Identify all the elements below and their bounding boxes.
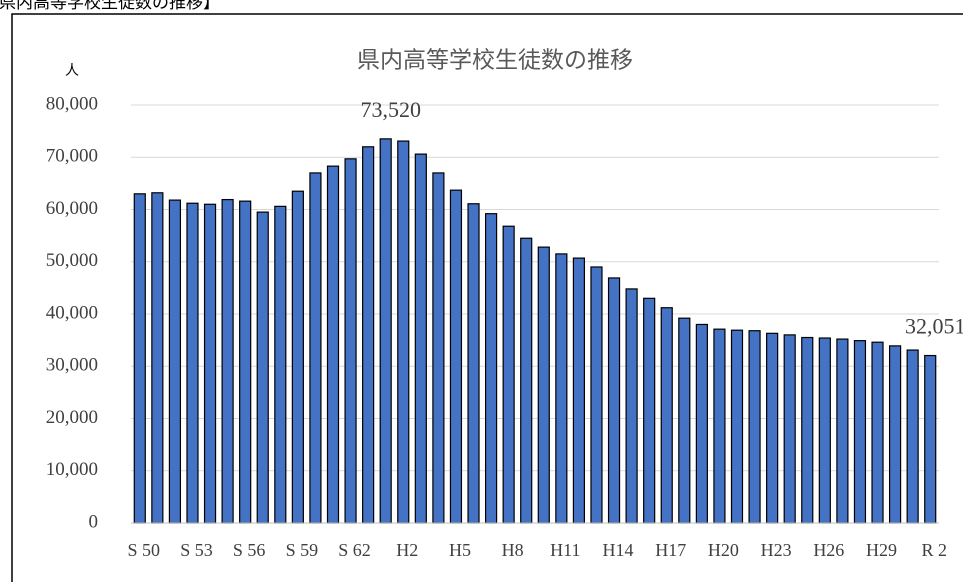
bar [203, 203, 217, 524]
bar [678, 317, 691, 524]
bar [291, 190, 304, 524]
bar [309, 172, 322, 524]
x-tick-label: S 53 [180, 540, 213, 560]
x-tick-label: H20 [708, 540, 739, 560]
x-tick-label: H26 [813, 540, 844, 560]
bar [643, 297, 656, 524]
bar [484, 213, 498, 524]
bar [274, 205, 287, 524]
x-tick-label: S 59 [286, 540, 319, 560]
bar [730, 329, 744, 524]
bar [379, 138, 392, 524]
bar [467, 203, 480, 524]
x-tick-label: S 62 [338, 540, 371, 560]
bar [221, 198, 234, 524]
bar [414, 153, 427, 524]
bar [520, 237, 533, 524]
bar [766, 332, 779, 524]
x-tick-label: H2 [396, 540, 418, 560]
bar [924, 354, 937, 524]
bar [151, 192, 164, 524]
x-tick-label: H17 [655, 540, 686, 560]
x-tick-label: H5 [449, 540, 471, 560]
bar [853, 340, 867, 524]
bar [871, 341, 884, 524]
x-tick-label: H14 [603, 540, 634, 560]
y-tick-label: 30,000 [46, 355, 98, 376]
x-tick-label: H29 [866, 540, 897, 560]
y-tick-label: 60,000 [46, 198, 98, 219]
bar [660, 307, 673, 524]
bar [801, 336, 814, 524]
bar [625, 288, 638, 524]
bar [397, 140, 410, 524]
bar [906, 349, 919, 524]
bar [695, 323, 708, 524]
bar [783, 334, 796, 524]
x-tick-label: R 2 [921, 540, 947, 560]
page-heading: 【県内高等学校生徒数の推移】 [0, 0, 220, 12]
bar [186, 202, 199, 524]
bar [239, 200, 252, 524]
x-tick-label: S 50 [128, 540, 161, 560]
y-tick-label: 80,000 [46, 93, 98, 114]
bar [133, 193, 146, 524]
bar [344, 158, 357, 524]
bar [748, 330, 761, 524]
bar [168, 199, 182, 524]
x-tick-label: H11 [550, 540, 580, 560]
y-tick-label: 0 [89, 511, 99, 532]
bar [888, 345, 902, 524]
bar [555, 253, 568, 524]
y-tick-label: 50,000 [46, 250, 98, 271]
bar [572, 257, 586, 524]
chart-title: 県内高等学校生徒数の推移 [357, 47, 633, 72]
bar [449, 189, 463, 524]
x-tick-label: S 56 [233, 540, 266, 560]
value-label: 32,051 [905, 314, 963, 339]
value-label: 73,520 [360, 97, 421, 122]
bar [326, 165, 340, 524]
bar [713, 328, 726, 524]
bar [607, 277, 621, 524]
bar [537, 246, 550, 524]
bar [818, 337, 831, 524]
bar [432, 172, 445, 524]
x-tick-label: H23 [761, 540, 792, 560]
bar [590, 266, 603, 524]
y-tick-label: 40,000 [46, 302, 98, 323]
x-tick-label: H8 [502, 540, 524, 560]
y-tick-label: 20,000 [46, 407, 98, 428]
bar [502, 225, 515, 524]
y-axis-label: 人 [65, 63, 79, 79]
bar [362, 146, 375, 524]
bar [256, 211, 269, 524]
y-tick-label: 10,000 [46, 459, 98, 480]
bar [836, 338, 849, 524]
y-tick-label: 70,000 [46, 146, 98, 167]
